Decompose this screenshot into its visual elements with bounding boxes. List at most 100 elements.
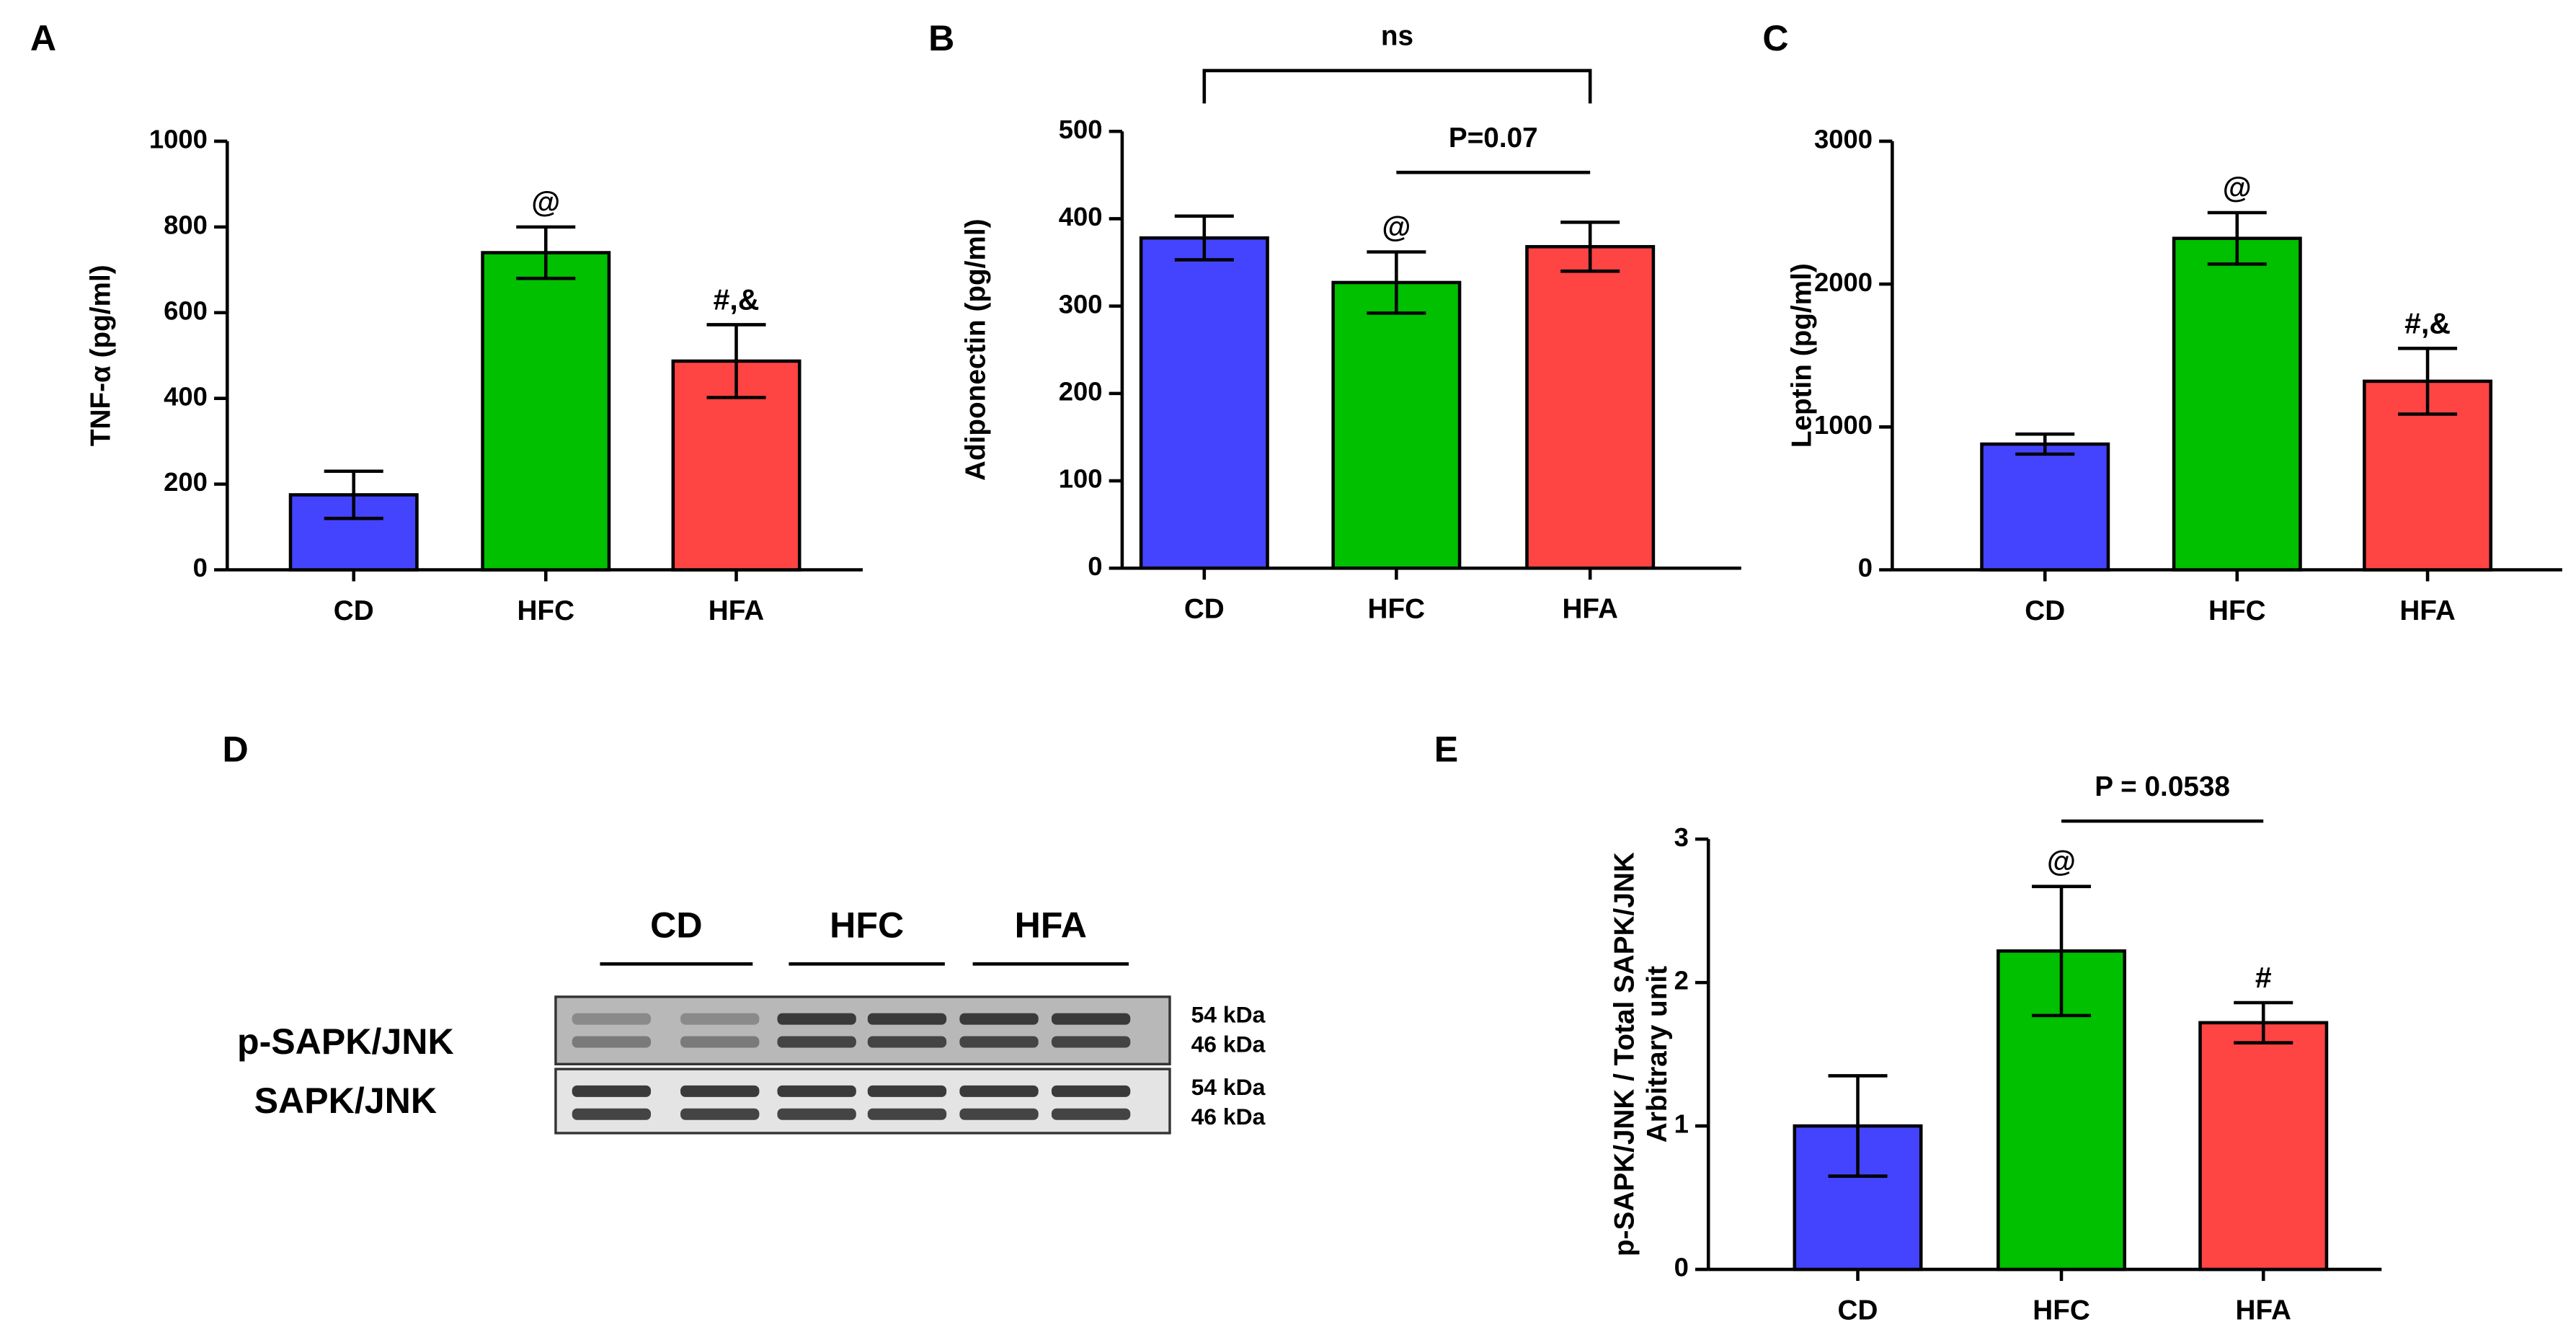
blot-band [1051,1036,1131,1048]
blot-band [777,1036,856,1048]
x-tick-label: HFA [1562,594,1617,625]
y-tick-label: 3 [1674,822,1689,852]
blot-band [777,1013,856,1025]
y-tick-label: 2000 [1814,267,1873,297]
blot-band [777,1108,856,1120]
significance-label: @ [2047,845,2076,878]
error-bar [2398,347,2458,416]
blot-band [867,1013,947,1025]
error-bar [2015,432,2075,456]
significance-label: @ [1382,210,1411,243]
y-tick-label: 100 [1059,464,1103,494]
panel-label: C [1762,18,1788,58]
y-tick-label: 0 [1674,1253,1689,1282]
significance-label: #,& [2404,306,2451,340]
bar [1980,442,2110,572]
significance-label: @ [2223,171,2252,204]
panel-label: E [1434,729,1458,770]
blot-band [867,1108,947,1120]
x-tick-label: HFC [2033,1295,2090,1326]
significance-label: # [2255,961,2272,994]
blot-band [867,1085,947,1097]
error-bar [706,323,766,399]
x-tick-label: HFA [709,595,764,626]
blot-band [572,1036,652,1048]
blot-band [1051,1108,1131,1120]
blot-band [959,1036,1039,1048]
x-tick-label: HFC [517,595,574,626]
bar [1525,244,1656,570]
panel-label: A [30,18,56,58]
blot-band [680,1036,760,1048]
blot-band [572,1013,652,1025]
error-bar [324,469,383,520]
blot-band [959,1085,1039,1097]
error-bar [516,225,576,280]
size-label: 54 kDa [1191,1002,1266,1028]
blot-strip [554,995,1171,1065]
blot-band [572,1108,652,1120]
bracket-label: ns [1381,21,1413,52]
x-tick-label: CD [2025,595,2065,626]
group-label: CD [650,905,702,945]
y-tick-label: 400 [164,381,208,411]
blot-band [777,1085,856,1097]
error-bar [2234,1000,2293,1044]
y-axis-label: TNF-α (pg/ml) [85,265,116,446]
bar [1139,236,1269,570]
blot-band [572,1085,652,1097]
x-tick-label: CD [1838,1295,1878,1326]
y-axis-label: Arbitrary unit [1642,966,1673,1142]
y-tick-label: 0 [193,553,208,582]
bar [2172,236,2302,572]
x-tick-label: HFC [2208,595,2266,626]
row-label: SAPK/JNK [254,1081,437,1121]
y-tick-label: 300 [1059,289,1103,319]
x-tick-label: CD [334,595,374,626]
y-tick-label: 500 [1059,115,1103,144]
size-label: 46 kDa [1191,1031,1266,1057]
y-tick-label: 400 [1059,202,1103,231]
bracket-label: P=0.07 [1449,123,1538,154]
error-bar [1174,214,1234,262]
group-label: HFC [830,905,904,945]
error-bar [1828,1074,1888,1178]
y-tick-label: 0 [1858,553,1873,582]
y-tick-label: 200 [1059,376,1103,406]
y-tick-label: 800 [164,210,208,239]
size-label: 46 kDa [1191,1104,1266,1130]
panel-label: B [928,18,954,58]
significance-label: @ [531,185,560,218]
bracket [1202,68,1592,104]
bar [1331,280,1462,570]
blot-band [1051,1085,1131,1097]
y-tick-label: 1000 [149,125,208,154]
x-tick-label: CD [1184,594,1225,625]
panel-label: D [222,729,248,770]
bar [481,251,611,572]
row-label: p-SAPK/JNK [237,1021,454,1062]
error-bar [1560,221,1620,273]
y-tick-label: 1 [1674,1109,1689,1139]
y-axis-label: p-SAPK/JNK / Total SAPK/JNK [1609,852,1640,1256]
y-tick-label: 0 [1088,551,1102,581]
y-tick-label: 2 [1674,966,1689,995]
x-tick-label: HFC [1368,594,1426,625]
y-tick-label: 600 [164,296,208,325]
blot-band [680,1085,760,1097]
blot-band [680,1013,760,1025]
x-tick-label: HFA [2236,1295,2291,1326]
y-axis-label: Leptin (pg/ml) [1787,263,1818,448]
blot-band [680,1108,760,1120]
blot-band [959,1013,1039,1025]
y-axis-label: Adiponectin (pg/ml) [961,219,992,481]
size-label: 54 kDa [1191,1074,1266,1100]
y-tick-label: 3000 [1814,125,1873,154]
x-tick-label: HFA [2399,595,2455,626]
error-bar [1367,250,1426,315]
y-tick-label: 1000 [1814,410,1873,440]
blot-band [1051,1013,1131,1025]
blot-band [959,1108,1039,1120]
error-bar [2032,884,2092,1018]
